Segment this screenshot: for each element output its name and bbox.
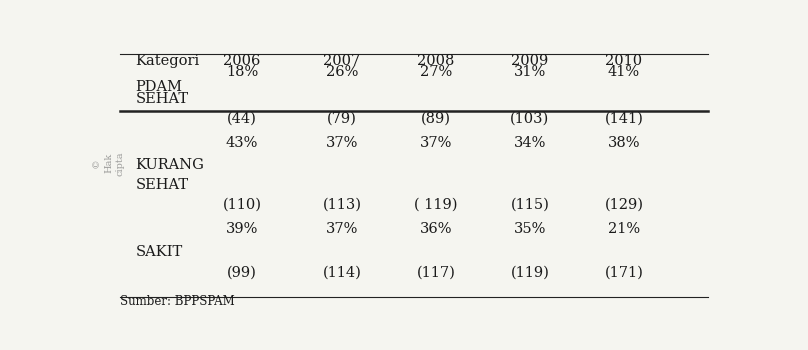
Text: KURANG: KURANG [136, 158, 204, 172]
Text: ( 119): ( 119) [415, 198, 458, 212]
Text: (99): (99) [227, 265, 257, 279]
Text: SAKIT: SAKIT [136, 245, 183, 259]
Text: 37%: 37% [420, 136, 452, 150]
Text: 2007: 2007 [323, 54, 360, 68]
Text: 34%: 34% [514, 136, 546, 150]
Text: (119): (119) [511, 265, 549, 279]
Text: (171): (171) [604, 265, 643, 279]
Text: (113): (113) [322, 198, 362, 212]
Text: 41%: 41% [608, 65, 640, 79]
Text: 21%: 21% [608, 222, 640, 236]
Text: 37%: 37% [326, 136, 358, 150]
Text: 43%: 43% [225, 136, 258, 150]
Text: 35%: 35% [514, 222, 546, 236]
Text: (115): (115) [511, 198, 549, 212]
Text: 38%: 38% [608, 136, 640, 150]
Text: 18%: 18% [225, 65, 258, 79]
Text: SEHAT: SEHAT [136, 178, 188, 192]
Text: (110): (110) [222, 198, 262, 212]
Text: 37%: 37% [326, 222, 358, 236]
Text: Sumber: BPPSPAM: Sumber: BPPSPAM [120, 295, 234, 308]
Text: (141): (141) [604, 112, 643, 126]
Text: 2009: 2009 [511, 54, 549, 68]
Text: SEHAT: SEHAT [136, 92, 188, 106]
Text: 31%: 31% [514, 65, 546, 79]
Text: (79): (79) [327, 112, 357, 126]
Text: (103): (103) [511, 112, 549, 126]
Text: PDAM: PDAM [136, 79, 183, 93]
Text: 39%: 39% [225, 222, 258, 236]
Text: 26%: 26% [326, 65, 358, 79]
Text: (89): (89) [421, 112, 451, 126]
Text: ©
Hak
cipta: © Hak cipta [92, 151, 124, 175]
Text: 36%: 36% [420, 222, 452, 236]
Text: (114): (114) [322, 265, 361, 279]
Text: 27%: 27% [420, 65, 452, 79]
Text: (117): (117) [417, 265, 456, 279]
Text: 2006: 2006 [223, 54, 261, 68]
Text: 2010: 2010 [605, 54, 642, 68]
Text: Kategori: Kategori [136, 54, 200, 68]
Text: (129): (129) [604, 198, 643, 212]
Text: 2008: 2008 [417, 54, 455, 68]
Text: (44): (44) [227, 112, 257, 126]
